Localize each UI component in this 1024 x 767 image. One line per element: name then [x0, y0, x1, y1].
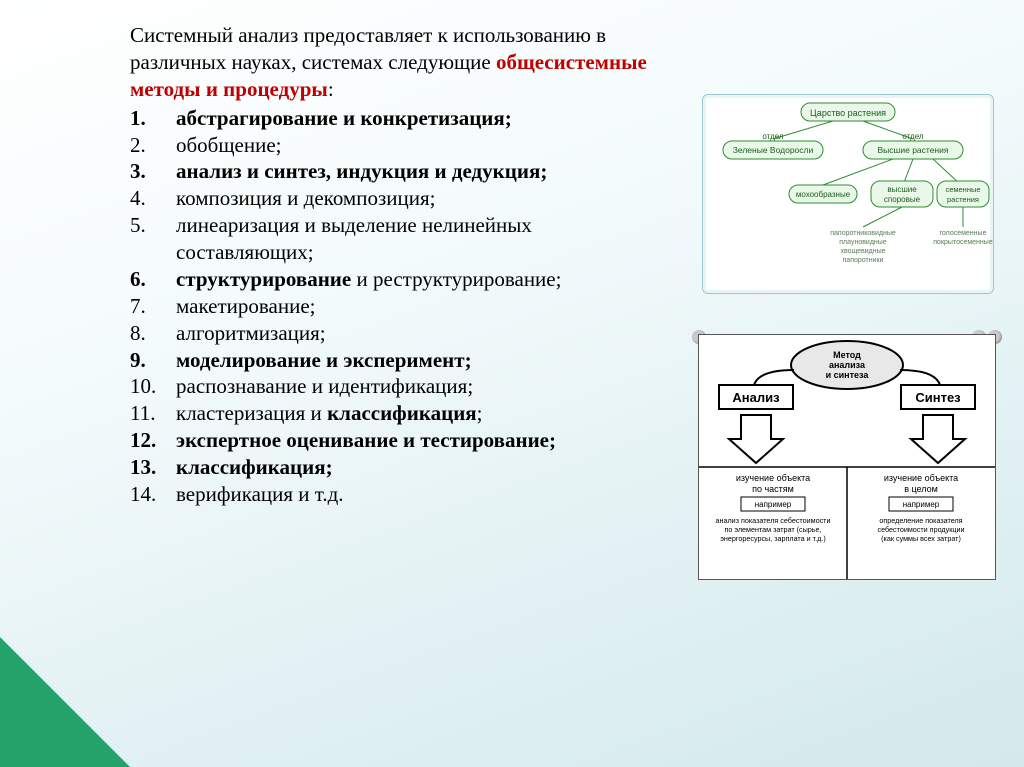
svg-text:семенные: семенные — [945, 185, 980, 194]
svg-text:Высшие растения: Высшие растения — [878, 145, 949, 155]
intro-paragraph: Системный анализ предоставляет к использ… — [130, 22, 650, 103]
figure-analysis-synthesis: Метод анализа и синтеза Анализ Синтез из… — [698, 334, 996, 580]
method-item: кластеризация и классификация; — [130, 400, 650, 427]
main-text: Системный анализ предоставляет к использ… — [130, 22, 650, 508]
method-item: верификация и т.д. — [130, 481, 650, 508]
method-item: структурирование и реструктурирование; — [130, 266, 650, 293]
method-item: алгоритмизация; — [130, 320, 650, 347]
svg-text:папоротниковидные: папоротниковидные — [830, 230, 896, 237]
method-item: анализ и синтез, индукция и дедукция; — [130, 158, 650, 185]
svg-text:например: например — [755, 500, 792, 509]
svg-text:хвощевидные: хвощевидные — [840, 248, 885, 255]
intro-end: : — [328, 77, 334, 101]
svg-text:покрытосеменные: покрытосеменные — [933, 239, 993, 246]
svg-text:и синтеза: и синтеза — [826, 370, 870, 380]
svg-text:изучение объекта: изучение объекта — [736, 473, 810, 483]
svg-text:растения: растения — [947, 195, 979, 204]
svg-text:голосеменные: голосеменные — [940, 230, 987, 237]
svg-text:Синтез: Синтез — [915, 390, 961, 405]
svg-text:Зеленые Водоросли: Зеленые Водоросли — [733, 145, 814, 155]
svg-text:споровые: споровые — [884, 195, 921, 204]
svg-text:энергоресурсы, зарплата и т.д.: энергоресурсы, зарплата и т.д.) — [720, 534, 825, 543]
method-item: макетирование; — [130, 293, 650, 320]
svg-text:Метод: Метод — [833, 350, 861, 360]
svg-text:по частям: по частям — [752, 484, 794, 494]
method-item: обобщение; — [130, 132, 650, 159]
svg-text:по элементам затрат (сырье,: по элементам затрат (сырье, — [724, 525, 821, 534]
svg-text:определение показателя: определение показателя — [879, 516, 962, 525]
svg-text:папоротники: папоротники — [843, 257, 884, 264]
svg-text:Анализ: Анализ — [732, 390, 780, 405]
svg-text:(как суммы всех затрат): (как суммы всех затрат) — [881, 534, 961, 543]
method-item: линеаризация и выделение нелинейных сост… — [130, 212, 650, 266]
svg-text:отдел: отдел — [762, 132, 784, 141]
svg-text:высшие: высшие — [887, 185, 917, 194]
svg-text:в целом: в целом — [904, 484, 938, 494]
svg-text:отдел: отдел — [902, 132, 924, 141]
method-item: композиция и декомпозиция; — [130, 185, 650, 212]
method-item: классификация; — [130, 454, 650, 481]
svg-text:изучение объекта: изучение объекта — [884, 473, 958, 483]
svg-text:анализа: анализа — [829, 360, 866, 370]
svg-text:мохообразные: мохообразные — [796, 190, 851, 199]
svg-text:анализ показателя себестоимост: анализ показателя себестоимости — [716, 516, 831, 525]
method-item: распознавание и идентификация; — [130, 373, 650, 400]
figure-plant-tree: Царство растения отдел Зеленые Водоросли… — [702, 94, 994, 294]
corner-accent — [0, 637, 130, 767]
svg-text:например: например — [903, 500, 940, 509]
tree-root: Царство растения — [810, 108, 886, 118]
slide: Системный анализ предоставляет к использ… — [0, 0, 1024, 767]
method-item: абстрагирование и конкретизация; — [130, 105, 650, 132]
methods-list: абстрагирование и конкретизация;обобщени… — [130, 105, 650, 508]
svg-text:себестоимости продукции: себестоимости продукции — [877, 525, 964, 534]
svg-text:плауновидные: плауновидные — [839, 239, 887, 246]
method-item: экспертное оценивание и тестирование; — [130, 427, 650, 454]
method-item: моделирование и эксперимент; — [130, 347, 650, 374]
